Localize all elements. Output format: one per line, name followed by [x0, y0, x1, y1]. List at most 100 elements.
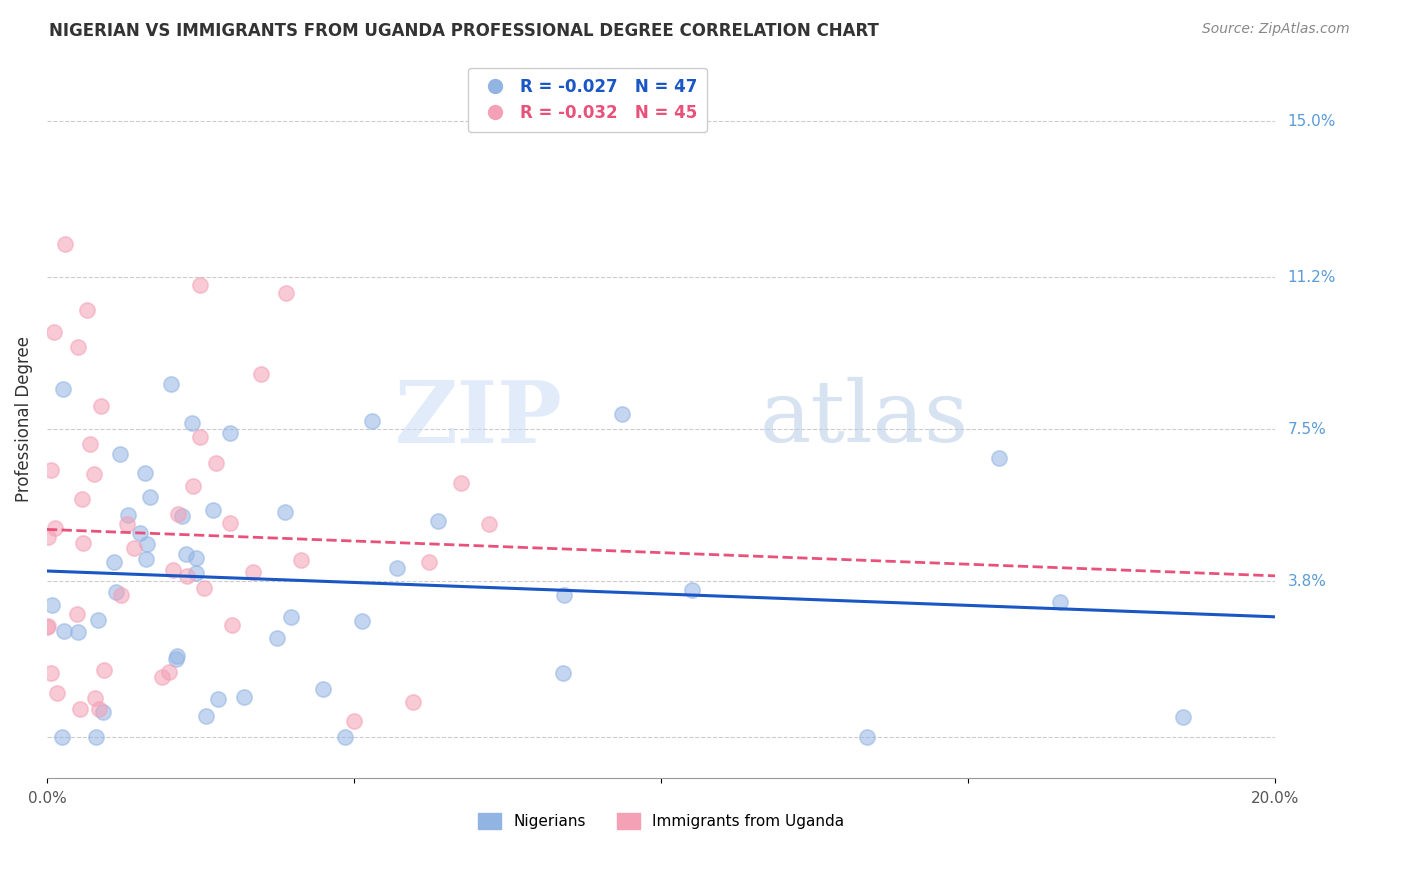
Point: [39, 463, 62, 477]
Y-axis label: Professional Degree: Professional Degree: [15, 336, 32, 502]
Point: [988, 450, 1011, 465]
Text: Source: ZipAtlas.com: Source: ZipAtlas.com: [1202, 22, 1350, 37]
Text: 3.8%: 3.8%: [1288, 574, 1327, 589]
Text: atlas: atlas: [759, 377, 969, 460]
Point: [343, 714, 366, 728]
Point: [37, 530, 59, 544]
Point: [76, 302, 98, 317]
Point: [83, 467, 105, 482]
Point: [79, 437, 101, 451]
Point: [150, 670, 173, 684]
Point: [52, 383, 75, 397]
Point: [72, 536, 94, 550]
Point: [242, 566, 264, 580]
Point: [249, 367, 271, 381]
Point: [181, 479, 204, 493]
Point: [66, 340, 89, 354]
Point: [402, 694, 425, 708]
Point: [93, 664, 115, 678]
Point: [280, 610, 302, 624]
Point: [37, 619, 59, 633]
Text: 11.2%: 11.2%: [1288, 269, 1336, 285]
Point: [612, 407, 634, 421]
Point: [105, 584, 128, 599]
Text: ZIP: ZIP: [395, 377, 562, 461]
Point: [681, 583, 703, 598]
Point: [44, 325, 66, 339]
Point: [193, 581, 215, 595]
Point: [172, 508, 194, 523]
Legend: Nigerians, Immigrants from Uganda: Nigerians, Immigrants from Uganda: [472, 807, 851, 835]
Point: [176, 568, 198, 582]
Point: [41, 598, 63, 612]
Point: [273, 505, 295, 519]
Point: [202, 503, 225, 517]
Point: [166, 648, 188, 663]
Point: [129, 526, 152, 541]
Point: [108, 447, 131, 461]
Point: [89, 702, 111, 716]
Text: 0.0%: 0.0%: [28, 790, 66, 805]
Point: [418, 555, 440, 569]
Point: [160, 377, 183, 392]
Point: [162, 563, 184, 577]
Point: [266, 631, 288, 645]
Point: [204, 456, 226, 470]
Point: [69, 702, 91, 716]
Point: [1173, 709, 1195, 723]
Point: [195, 709, 218, 723]
Point: [450, 475, 472, 490]
Point: [87, 613, 110, 627]
Point: [274, 286, 297, 301]
Point: [478, 517, 501, 532]
Point: [90, 399, 112, 413]
Point: [84, 690, 107, 705]
Point: [134, 466, 156, 480]
Point: [139, 490, 162, 504]
Point: [91, 706, 114, 720]
Point: [181, 416, 204, 430]
Point: [221, 618, 243, 632]
Point: [335, 730, 357, 744]
Point: [35, 620, 58, 634]
Point: [385, 561, 408, 575]
Point: [157, 665, 180, 679]
Point: [70, 491, 93, 506]
Point: [110, 588, 132, 602]
Point: [551, 665, 574, 680]
Point: [51, 730, 73, 744]
Point: [165, 651, 187, 665]
Point: [167, 508, 190, 522]
Point: [45, 686, 67, 700]
Text: 20.0%: 20.0%: [1251, 790, 1299, 805]
Text: 7.5%: 7.5%: [1288, 422, 1326, 437]
Point: [190, 278, 212, 293]
Point: [84, 730, 107, 744]
Point: [361, 414, 384, 428]
Point: [219, 516, 242, 531]
Point: [350, 614, 373, 628]
Point: [135, 552, 157, 566]
Point: [553, 588, 575, 602]
Point: [207, 692, 229, 706]
Text: 15.0%: 15.0%: [1288, 113, 1336, 128]
Point: [66, 624, 89, 639]
Point: [53, 237, 76, 252]
Point: [44, 521, 66, 535]
Point: [52, 624, 75, 638]
Point: [290, 553, 312, 567]
Point: [184, 566, 207, 580]
Point: [188, 430, 211, 444]
Point: [115, 516, 138, 531]
Point: [136, 536, 159, 550]
Point: [103, 555, 125, 569]
Point: [1049, 594, 1071, 608]
Point: [218, 426, 240, 441]
Point: [124, 541, 146, 555]
Point: [117, 508, 139, 522]
Point: [66, 607, 89, 622]
Point: [233, 690, 256, 704]
Point: [312, 681, 335, 696]
Point: [186, 551, 208, 566]
Point: [427, 514, 450, 528]
